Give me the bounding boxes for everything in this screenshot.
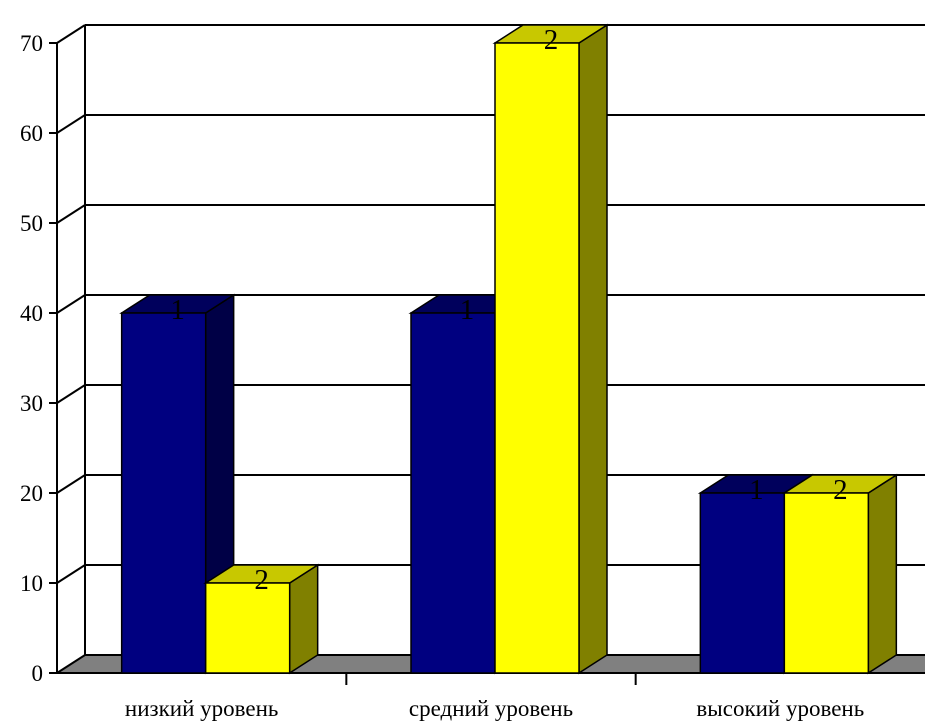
x-axis-ticks: низкий уровень средний уровень высокий уро… [125, 673, 864, 721]
bar-side [578, 23, 608, 675]
gridline-diagonal [56, 204, 86, 224]
data-label: 2 [833, 474, 848, 506]
data-label: 2 [254, 564, 269, 596]
bar-side [867, 473, 898, 675]
y-tick-label: 0 [32, 661, 44, 686]
x-tick-label: средний уровень [409, 696, 573, 721]
data-label: 1 [170, 294, 185, 326]
bars: 1 2 1 2 1 2 [119, 23, 899, 675]
gridline-diagonal [56, 24, 86, 44]
bar: 2 [781, 473, 899, 675]
bar: 2 [203, 563, 321, 675]
bar-side [288, 563, 319, 675]
y-tick-label: 20 [20, 481, 43, 506]
x-tick-label: высокий уровень [696, 696, 864, 721]
y-tick-label: 30 [20, 391, 43, 416]
y-axis-ticks: 0 10 20 30 40 50 60 70 [20, 31, 57, 686]
bar-front [783, 492, 870, 674]
y-tick-label: 10 [20, 571, 43, 596]
bar-front [410, 312, 496, 674]
y-tick-label: 50 [20, 211, 43, 236]
gridline-diagonal [56, 294, 86, 314]
data-label: 1 [460, 294, 475, 326]
bar-front [494, 42, 580, 674]
bar-front [120, 312, 207, 674]
bar-front [699, 492, 786, 674]
gridline-diagonal [56, 114, 86, 134]
gridline-diagonal [56, 384, 86, 404]
bar-front [204, 582, 291, 674]
data-label: 1 [749, 474, 764, 506]
bar: 2 [492, 23, 610, 675]
gridline-diagonal [56, 474, 86, 494]
x-tick-label: низкий уровень [125, 696, 278, 721]
y-tick-label: 40 [20, 301, 43, 326]
data-label: 2 [544, 24, 559, 56]
y-tick-label: 60 [20, 121, 43, 146]
gridline-diagonal [56, 564, 86, 584]
y-tick-label: 70 [20, 31, 43, 56]
